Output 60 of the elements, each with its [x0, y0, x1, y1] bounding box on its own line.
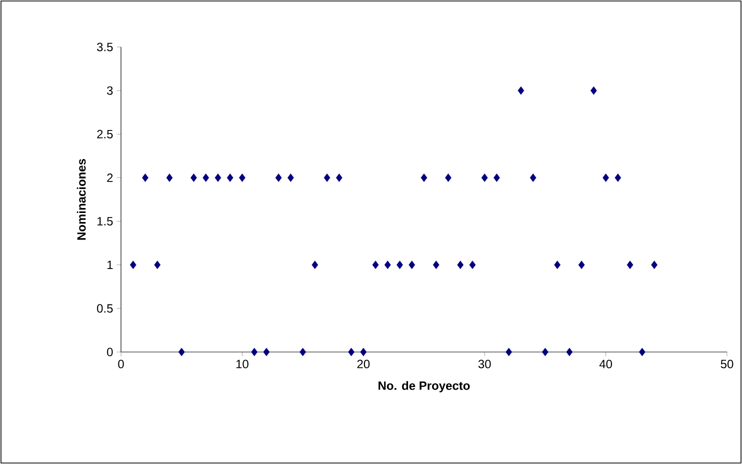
point	[166, 174, 173, 182]
point	[214, 174, 222, 182]
x-tick-label: 30	[478, 360, 491, 368]
y-tick-label: 3	[107, 86, 113, 95]
point	[142, 174, 148, 182]
x-tick-label: 40	[599, 360, 612, 368]
y-tick-label: 1.5	[97, 217, 113, 226]
point	[578, 260, 585, 270]
point	[530, 174, 536, 182]
point	[396, 260, 403, 270]
point	[348, 348, 354, 356]
point	[469, 260, 476, 270]
point	[602, 174, 609, 182]
y-axis-title: Nominaciones	[76, 158, 86, 240]
y-tick-label: 0	[107, 348, 113, 356]
point	[420, 174, 428, 182]
point	[275, 174, 282, 182]
point	[614, 174, 622, 182]
point	[566, 348, 573, 356]
y-tick-label: 0.5	[97, 304, 113, 313]
point	[554, 260, 561, 270]
y-tick-label: 2	[107, 174, 113, 182]
point	[324, 174, 330, 182]
point	[178, 348, 185, 356]
x-tick-label: 20	[357, 360, 370, 368]
point	[312, 260, 318, 270]
point	[494, 174, 500, 182]
point	[651, 260, 658, 270]
point	[506, 348, 512, 356]
point	[190, 174, 197, 182]
x-tick-label: 50	[720, 360, 734, 368]
point	[226, 174, 234, 182]
point	[457, 260, 464, 270]
point	[300, 348, 306, 356]
x-tick-label: 10	[236, 360, 248, 368]
y-tick-label: 1	[107, 260, 113, 269]
x-axis-title: No. de Proyecto	[378, 381, 470, 392]
point	[251, 348, 258, 356]
point	[432, 260, 440, 270]
point	[372, 260, 379, 270]
point	[626, 260, 634, 270]
y-tick-label: 2.5	[97, 130, 113, 138]
point	[590, 86, 597, 95]
point	[287, 174, 294, 182]
point	[445, 174, 452, 182]
point	[384, 260, 391, 270]
point	[239, 174, 246, 182]
point	[518, 86, 524, 95]
point	[154, 260, 161, 270]
point	[542, 348, 548, 356]
point	[408, 260, 416, 270]
x-tick-label: 0	[118, 360, 124, 368]
point	[130, 260, 136, 270]
point	[202, 174, 210, 182]
point	[336, 174, 342, 182]
y-tick-label: 3.5	[97, 42, 113, 52]
point	[638, 348, 646, 356]
point	[263, 348, 270, 356]
point	[360, 348, 367, 356]
point	[481, 174, 488, 182]
